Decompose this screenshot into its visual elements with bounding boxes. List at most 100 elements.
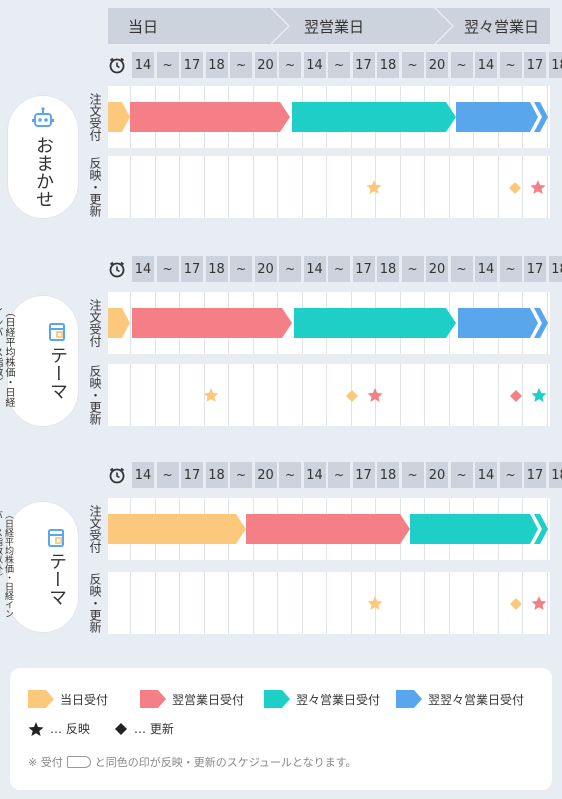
hour-cell: ~ xyxy=(279,256,301,282)
hour-cell: 18 xyxy=(205,256,228,282)
label-order: 注文受付 xyxy=(88,93,102,141)
order-band xyxy=(108,86,550,148)
hour-cell: ~ xyxy=(328,52,350,78)
legend-item-third: 翌翌々営業日受付 xyxy=(396,690,524,708)
star-icon xyxy=(530,180,546,194)
diamond-icon xyxy=(510,598,522,610)
hour-cell: 17 xyxy=(352,256,375,282)
pill-subtitle: （日経平均株価・日経インバース指数以外） xyxy=(0,510,13,618)
hour-cell: 20 xyxy=(426,256,448,282)
hour-cell: 18 xyxy=(548,256,562,282)
hour-cell: ~ xyxy=(401,256,424,282)
hour-cell: 18 xyxy=(548,52,562,78)
label-order: 注文受付 xyxy=(88,505,102,553)
hour-cell: 17 xyxy=(524,256,546,282)
hour-cell: 17 xyxy=(352,462,375,488)
hour-cell: ~ xyxy=(328,256,350,282)
pill-subtitle: （日経平均株価・日経インバース指数） xyxy=(0,307,14,407)
hour-cell: 20 xyxy=(426,462,448,488)
mode-pill-omakase: おまかせ xyxy=(8,96,78,218)
hour-cell: 17 xyxy=(524,52,546,78)
header-day3: 翌々営業日 xyxy=(464,18,540,36)
order-band xyxy=(108,498,550,560)
diamond-icon xyxy=(346,390,358,402)
diamond-icon xyxy=(510,390,522,402)
diamond-icon xyxy=(115,722,127,735)
theme-icon xyxy=(49,323,65,341)
hour-cell: 18 xyxy=(377,256,399,282)
star-icon xyxy=(366,180,382,194)
hour-cell: ~ xyxy=(279,462,301,488)
legend-note: ※ 受付 と同色の印が反映・更新のスケジュールとなります。 xyxy=(28,756,357,769)
legend-item-after-next: 翌々営業日受付 xyxy=(264,690,380,708)
hour-cell: 17 xyxy=(524,462,546,488)
label-order: 注文受付 xyxy=(88,299,102,347)
hour-cell: 20 xyxy=(254,462,277,488)
robot-icon xyxy=(32,107,54,127)
tab-shape-icon xyxy=(66,756,91,768)
hour-cell: 17 xyxy=(181,462,203,488)
hour-cell: ~ xyxy=(156,256,179,282)
hour-cell: 17 xyxy=(181,256,203,282)
hour-cell: ~ xyxy=(230,256,252,282)
star-icon xyxy=(28,721,44,736)
hour-cell: 18 xyxy=(205,52,228,78)
hour-cell: 17 xyxy=(352,52,375,78)
hour-cell: ~ xyxy=(450,256,473,282)
hour-cell: ~ xyxy=(499,256,522,282)
hour-cell: 20 xyxy=(426,52,448,78)
hour-cell: ~ xyxy=(328,462,350,488)
pill-title: テーマ xyxy=(46,552,67,606)
reflect-band xyxy=(108,572,550,634)
hour-cell: 14 xyxy=(132,52,154,78)
pill-title: おまかせ xyxy=(33,136,54,208)
star-icon xyxy=(367,388,383,402)
star-icon xyxy=(531,596,547,610)
hour-cell: ~ xyxy=(499,52,522,78)
hour-cell: 18 xyxy=(377,462,399,488)
legend-item-today: 当日受付 xyxy=(28,690,108,708)
reflect-band xyxy=(108,364,550,426)
header-day1: 当日 xyxy=(128,18,159,36)
theme-icon xyxy=(48,529,64,547)
hour-cell: 14 xyxy=(475,52,497,78)
legend: 当日受付 翌営業日受付 翌々営業日受付 翌翌々営業日受付 … 反映 … 更新 ※… xyxy=(10,668,552,790)
hour-cell: 20 xyxy=(254,52,277,78)
clock-icon xyxy=(106,462,128,488)
clock-icon xyxy=(106,52,128,78)
hour-cell: ~ xyxy=(401,52,424,78)
hour-cell: 14 xyxy=(303,256,326,282)
hour-cell: ~ xyxy=(156,52,179,78)
hour-cell: 18 xyxy=(377,52,399,78)
legend-item-next: 翌営業日受付 xyxy=(140,690,244,708)
mode-pill-theme-other: テーマ （日経平均株価・日経インバース指数以外） xyxy=(0,502,78,632)
hour-cell: ~ xyxy=(156,462,179,488)
header-day2: 翌営業日 xyxy=(304,18,365,36)
hour-cell: ~ xyxy=(279,52,301,78)
star-icon xyxy=(203,388,219,402)
hour-cell: 14 xyxy=(303,52,326,78)
legend-diamond: … 更新 xyxy=(114,720,174,737)
hour-cell: 18 xyxy=(205,462,228,488)
hour-cell: 14 xyxy=(303,462,326,488)
hour-cell: 14 xyxy=(475,256,497,282)
label-reflect: 反映・更新 xyxy=(88,157,102,217)
hour-cell: 14 xyxy=(132,256,154,282)
hour-cell: ~ xyxy=(230,462,252,488)
hour-cell: 14 xyxy=(475,462,497,488)
hour-cell: ~ xyxy=(401,462,424,488)
hour-cell: 18 xyxy=(548,462,562,488)
clock-icon xyxy=(106,256,128,282)
hour-cell: ~ xyxy=(230,52,252,78)
label-reflect: 反映・更新 xyxy=(88,365,102,425)
reflect-band xyxy=(108,156,550,218)
label-reflect: 反映・更新 xyxy=(88,573,102,633)
hour-cell: ~ xyxy=(450,462,473,488)
hour-cell: 20 xyxy=(254,256,277,282)
order-band xyxy=(108,292,550,354)
hour-cell: 17 xyxy=(181,52,203,78)
hour-cell: ~ xyxy=(450,52,473,78)
